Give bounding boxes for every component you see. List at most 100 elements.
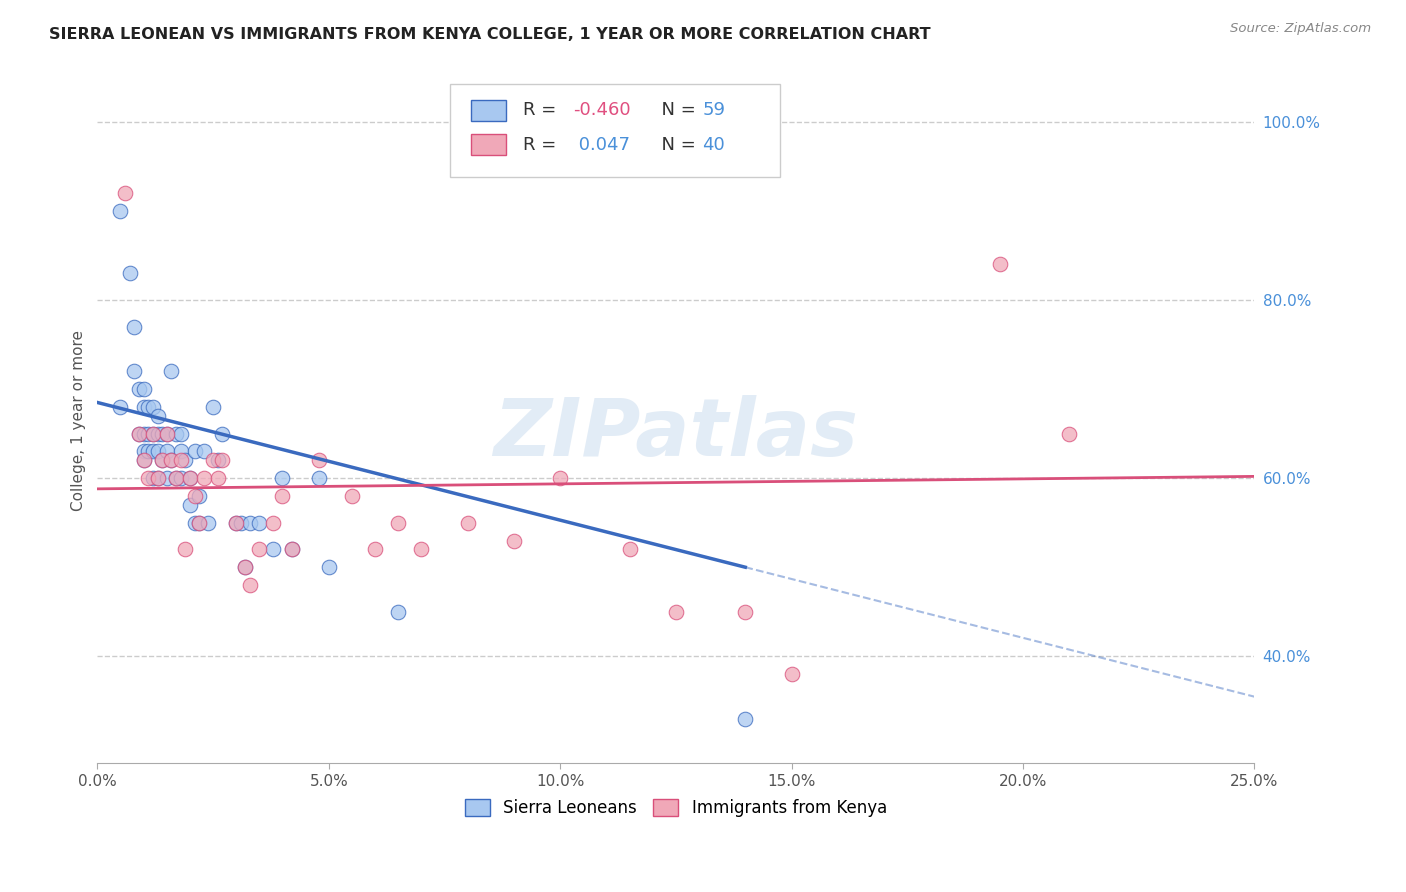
Point — [165, 471, 187, 485]
Point — [308, 453, 330, 467]
Point — [202, 400, 225, 414]
Point — [262, 516, 284, 530]
Point — [128, 426, 150, 441]
Point — [183, 444, 205, 458]
Point — [169, 426, 191, 441]
Point — [207, 471, 229, 485]
Text: 40: 40 — [703, 136, 725, 153]
Point — [188, 489, 211, 503]
Point — [502, 533, 524, 548]
Point — [156, 444, 179, 458]
Point — [780, 667, 803, 681]
Text: R =: R = — [523, 136, 562, 153]
Point — [132, 453, 155, 467]
Point — [202, 453, 225, 467]
Point — [165, 471, 187, 485]
Text: ZIPatlas: ZIPatlas — [494, 395, 858, 473]
Point — [136, 426, 159, 441]
Point — [179, 471, 201, 485]
Point — [142, 444, 165, 458]
Point — [340, 489, 363, 503]
Point — [146, 444, 169, 458]
Text: 59: 59 — [703, 102, 725, 120]
Point — [179, 471, 201, 485]
Point — [411, 542, 433, 557]
Point — [665, 605, 688, 619]
Point — [160, 453, 183, 467]
Point — [179, 498, 201, 512]
Point — [387, 516, 409, 530]
Point — [734, 712, 756, 726]
Point — [262, 542, 284, 557]
Point — [146, 409, 169, 423]
Point — [235, 560, 257, 574]
Point — [128, 382, 150, 396]
Point — [318, 560, 340, 574]
Point — [174, 542, 197, 557]
Text: R =: R = — [523, 102, 562, 120]
Point — [132, 426, 155, 441]
Point — [165, 426, 187, 441]
Point — [146, 471, 169, 485]
Point — [142, 400, 165, 414]
Point — [988, 257, 1011, 271]
Point — [183, 489, 205, 503]
Point — [387, 605, 409, 619]
Point — [160, 453, 183, 467]
Point — [457, 516, 479, 530]
Point — [150, 426, 173, 441]
Point — [114, 186, 136, 201]
Point — [1057, 426, 1080, 441]
Point — [271, 489, 294, 503]
Point — [211, 426, 233, 441]
Point — [239, 578, 262, 592]
Text: N =: N = — [651, 136, 702, 153]
Point — [118, 266, 141, 280]
Point — [247, 542, 270, 557]
Point — [156, 471, 179, 485]
Y-axis label: College, 1 year or more: College, 1 year or more — [72, 330, 86, 511]
Point — [160, 364, 183, 378]
Point — [132, 382, 155, 396]
Point — [271, 471, 294, 485]
Point — [110, 204, 132, 219]
Point — [225, 516, 247, 530]
Point — [280, 542, 302, 557]
Point — [169, 453, 191, 467]
Point — [136, 400, 159, 414]
Point — [132, 400, 155, 414]
Point — [169, 471, 191, 485]
Point — [156, 426, 179, 441]
FancyBboxPatch shape — [450, 85, 780, 177]
Text: N =: N = — [651, 102, 702, 120]
Point — [280, 542, 302, 557]
Point — [197, 516, 219, 530]
Point — [188, 516, 211, 530]
Point — [150, 453, 173, 467]
Point — [734, 605, 756, 619]
Point — [146, 426, 169, 441]
Point — [128, 426, 150, 441]
Legend: Sierra Leoneans, Immigrants from Kenya: Sierra Leoneans, Immigrants from Kenya — [458, 792, 894, 823]
Point — [229, 516, 252, 530]
Point — [308, 471, 330, 485]
Point — [193, 444, 215, 458]
Point — [239, 516, 262, 530]
Text: Source: ZipAtlas.com: Source: ZipAtlas.com — [1230, 22, 1371, 36]
Text: -0.460: -0.460 — [572, 102, 630, 120]
Point — [247, 516, 270, 530]
Point — [150, 453, 173, 467]
Point — [132, 453, 155, 467]
Point — [110, 400, 132, 414]
Point — [193, 471, 215, 485]
Point — [183, 516, 205, 530]
Point — [174, 453, 197, 467]
Text: SIERRA LEONEAN VS IMMIGRANTS FROM KENYA COLLEGE, 1 YEAR OR MORE CORRELATION CHAR: SIERRA LEONEAN VS IMMIGRANTS FROM KENYA … — [49, 27, 931, 42]
Point — [364, 542, 387, 557]
Point — [235, 560, 257, 574]
Point — [619, 542, 641, 557]
Point — [207, 453, 229, 467]
Point — [142, 426, 165, 441]
Text: 0.047: 0.047 — [572, 136, 630, 153]
Point — [211, 453, 233, 467]
